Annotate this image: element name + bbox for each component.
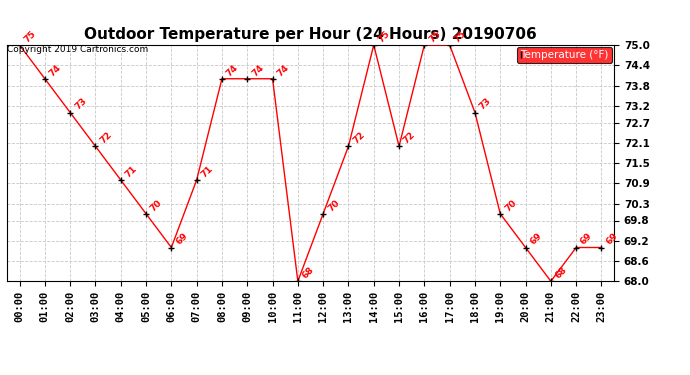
Text: 71: 71 (199, 164, 215, 179)
Text: Copyright 2019 Cartronics.com: Copyright 2019 Cartronics.com (7, 45, 148, 54)
Text: 74: 74 (48, 63, 63, 78)
Text: 73: 73 (477, 96, 493, 112)
Text: 75: 75 (377, 29, 392, 44)
Text: 72: 72 (98, 130, 114, 146)
Title: Outdoor Temperature per Hour (24 Hours) 20190706: Outdoor Temperature per Hour (24 Hours) … (84, 27, 537, 42)
Text: 73: 73 (73, 96, 88, 112)
Text: 75: 75 (453, 29, 468, 44)
Text: 71: 71 (124, 164, 139, 179)
Text: 74: 74 (225, 63, 240, 78)
Text: 70: 70 (326, 198, 341, 213)
Text: 70: 70 (149, 198, 164, 213)
Text: 74: 74 (275, 63, 290, 78)
Text: 68: 68 (553, 265, 569, 280)
Text: 69: 69 (174, 231, 190, 247)
Text: 68: 68 (301, 265, 316, 280)
Text: 69: 69 (579, 231, 594, 247)
Text: 75: 75 (22, 29, 38, 44)
Legend: Temperature (°F): Temperature (°F) (518, 47, 612, 63)
Text: 75: 75 (427, 29, 442, 44)
Text: 72: 72 (402, 130, 417, 146)
Text: 69: 69 (604, 231, 620, 247)
Text: 69: 69 (529, 231, 544, 247)
Text: 70: 70 (503, 198, 518, 213)
Text: 74: 74 (250, 63, 266, 78)
Text: 72: 72 (351, 130, 366, 146)
